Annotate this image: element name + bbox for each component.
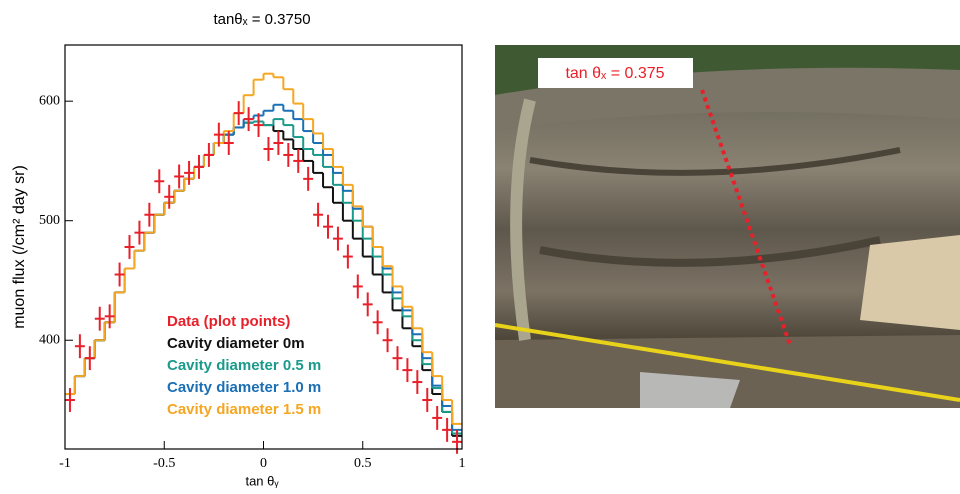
legend-entry: Data (plot points): [167, 313, 290, 330]
x-tick-label: 0: [260, 456, 267, 471]
legend-entry: Cavity diameter 1.0 m: [167, 379, 321, 396]
page: {"chart_data":{"type":"step","title":"ta…: [0, 0, 960, 494]
x-tick-label: 0.5: [354, 456, 372, 471]
y-tick-label: 500: [39, 213, 60, 228]
legend-entry: Cavity diameter 0m: [167, 335, 305, 352]
plot-area: -1 -0.5 0 0.5 1 400 500 600 Data (plot points) Ca…: [39, 74, 466, 472]
x-tick-label: 1: [459, 456, 466, 471]
exposed-wood: [860, 235, 960, 330]
x-axis-label: tan θᵧ: [245, 473, 279, 488]
x-tick-label: -1: [59, 456, 71, 471]
legend-entry: Cavity diameter 1.5 m: [167, 401, 321, 418]
annotation: tan θₓ = 0.375: [565, 65, 664, 82]
chart-title: tanθₓ = 0.3750: [213, 11, 310, 28]
y-tick-label: 600: [39, 93, 60, 108]
y-axis-label: muon flux (/cm² day sr): [11, 165, 28, 329]
y-tick-label: 400: [39, 332, 60, 347]
legend-entry: Cavity diameter 0.5 m: [167, 357, 321, 374]
x-tick-label: -0.5: [153, 456, 175, 471]
figure: tanθₓ = 0.3750 tan θᵧ muon flux (/cm² da…: [0, 0, 960, 494]
photo: tan θₓ = 0.375: [495, 45, 960, 408]
